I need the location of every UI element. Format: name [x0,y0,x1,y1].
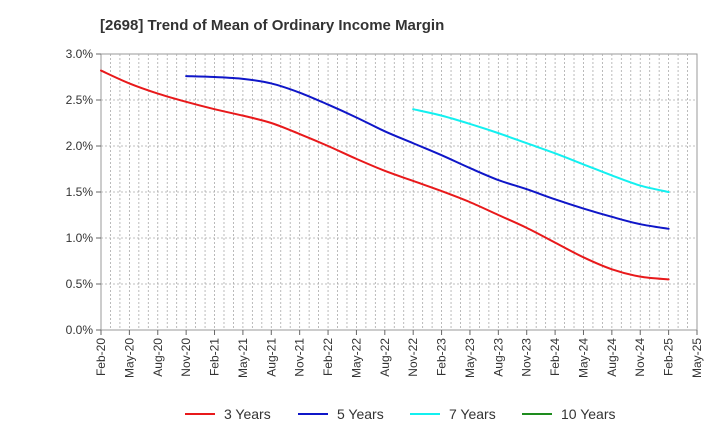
x-tick-label: Feb-23 [435,338,449,376]
x-tick-label: Feb-20 [94,338,108,376]
y-tick-label: 1.0% [66,231,94,245]
x-tick-label: Feb-22 [321,338,335,376]
x-tick-label: Aug-23 [491,338,505,377]
x-tick-label: Aug-20 [151,338,165,377]
x-tick-label: May-24 [576,338,590,378]
x-tick-label: Aug-22 [378,338,392,377]
series-lines [100,69,670,281]
x-tick-label: Nov-22 [406,338,420,377]
y-tick-label: 2.0% [66,139,94,153]
x-tick-label: Feb-24 [548,338,562,376]
x-tick-label: May-21 [236,338,250,378]
y-tick-label: 0.0% [66,323,94,337]
x-tick-label: Nov-23 [520,338,534,377]
x-tick-label: Nov-24 [633,338,647,377]
grid-lines [100,53,698,331]
y-tick-label: 2.5% [66,93,94,107]
x-tick-label: Feb-21 [208,338,222,376]
series-line-3-years [100,69,670,281]
y-tick-label: 3.0% [66,47,94,61]
y-tick-label: 1.5% [66,185,94,199]
legend-label-3-years: 3 Years [224,406,271,422]
x-tick-label: Feb-25 [662,338,676,376]
x-tick-label: May-22 [349,338,363,378]
legend-label-7-years: 7 Years [449,406,496,422]
x-tick-label: May-23 [463,338,477,378]
series-line-5-years [185,75,670,230]
legend-label-5-years: 5 Years [337,406,384,422]
x-tick-label: Aug-24 [605,338,619,377]
x-tick-label: Nov-20 [179,338,193,377]
x-tick-label: Nov-21 [293,338,307,377]
x-tick-label: May-20 [122,338,136,378]
series-line-7-years [412,108,670,193]
axes: 0.0% 0.5% 1.0% 1.5% 2.0% 2.5% 3.0% Feb-20 May-20… [66,47,704,378]
x-tick-label: Aug-21 [264,338,278,377]
y-tick-label: 0.5% [66,277,94,291]
legend: 3 Years 5 Years 7 Years 10 Years [185,406,616,422]
x-tick-label: May-25 [690,338,704,378]
chart-title: [2698] Trend of Mean of Ordinary Income … [100,17,444,34]
legend-label-10-years: 10 Years [561,406,616,422]
